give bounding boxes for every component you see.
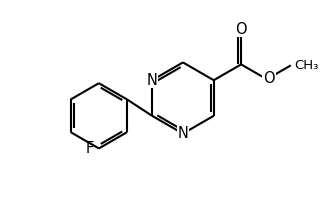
Text: O: O [235, 22, 247, 37]
Text: F: F [86, 141, 94, 156]
Text: N: N [147, 73, 158, 88]
Text: CH₃: CH₃ [294, 59, 318, 72]
Text: O: O [263, 71, 275, 86]
Text: N: N [177, 126, 188, 141]
